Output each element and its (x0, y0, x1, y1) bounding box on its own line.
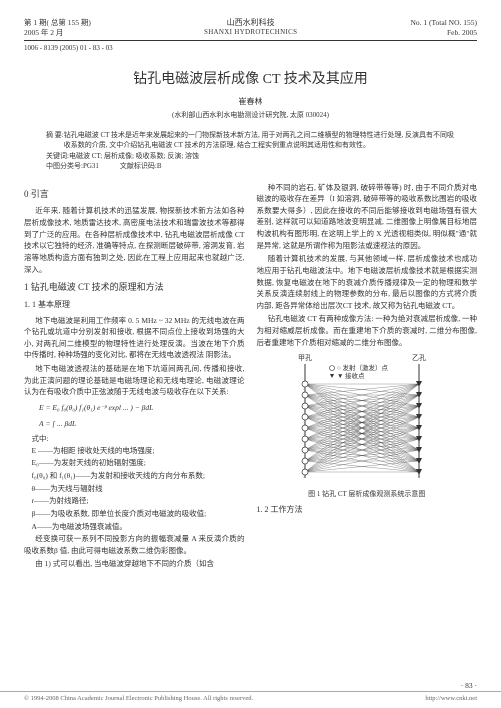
figure-1-caption: 图 1 钻孔 CT 层析成像观测系统示意图 (257, 489, 478, 500)
page-header: 第 1 期( 总第 155 期) 2005 年 2 月 山西水利科技 SHANX… (24, 18, 477, 41)
keywords-text: 电磁波 CT; 层析成像; 吸收系数; 反演; 溶蚀 (69, 151, 199, 162)
journal-en: SHANXI HYDROTECHNICS (204, 28, 297, 37)
abstract-text: 钻孔电磁波 CT 技术是近年来发展起来的一门物探新技术新方法, 用于对两孔之间二… (64, 130, 455, 151)
article-title: 钻孔电磁波层析成像 CT 技术及其应用 (24, 68, 477, 88)
section-1-2-heading: 1. 2 工作方法 (257, 504, 478, 516)
s1-p3: 经变换可获一系列不同投影方向的振幅衰减量 A 来反演介质的吸收系数β 值, 由此… (24, 533, 245, 556)
where-label: 式中: (32, 433, 245, 445)
footer-right: http://www.cnki.net (425, 695, 477, 702)
date-en: Feb. 2005 (410, 28, 477, 38)
footer-left: © 1994-2008 China Academic Journal Elect… (24, 695, 253, 702)
svg-text:○ 发射（激发）点: ○ 发射（激发）点 (337, 363, 389, 372)
affiliation: (水利部山西水利水电勘测设计研究院, 太原 030024) (24, 110, 477, 120)
clc-val: PG31 (83, 161, 99, 172)
where-block: 式中: E ——为相距 接收处天线的电场强度; E₀——为发射天线的初始辐射强度… (32, 433, 245, 532)
where-e0: E₀——为发射天线的初始辐射强度; (32, 457, 245, 469)
doc-code-label: 文献标识码: (120, 161, 157, 172)
c2-p3: 钻孔电磁波 CT 有两种成像方法: 一种为绝对衰减层析成像, 一种为相对缩威层析… (257, 313, 478, 348)
date-cn: 2005 年 2 月 (24, 28, 91, 38)
where-a: A——为电磁波场强衰减值。 (32, 521, 245, 533)
where-theta: θ——为天线与辐射线 (32, 483, 245, 495)
column-left: 0 引言 近年来, 随着计算机技术的迅猛发展, 物探新技术新方法如各种层析成像技… (24, 182, 245, 573)
where-e: E ——为相距 接收处天线的电场强度; (32, 445, 245, 457)
c2-p2: 随着计算机技术的发展, 与其他领域一样, 层析成像技术也成功地应用于钻孔电磁波法… (257, 253, 478, 311)
body-columns: 0 引言 近年来, 随着计算机技术的迅猛发展, 物探新技术新方法如各种层析成像技… (24, 182, 477, 573)
s1-p2: 地下电磁波透视法的基础是在地下坑道间两孔间, 传播和接收, 为此正演问题的理论基… (24, 363, 245, 398)
c2-p1: 种不同的岩石, 矿体及银洞, 破碎带等等) 时, 由于不同介质对电磁波的吸收存在… (257, 182, 478, 252)
journal-cn: 山西水利科技 (204, 18, 297, 28)
equation-1: E = E₀ f₀(θ₀) f₁(θ₁) e⁻ᵝ expl ... ) − βd… (39, 402, 245, 414)
equation-2: A = [ ... βdL (39, 418, 245, 430)
doc-code-val: B (157, 161, 162, 172)
svg-text:▼ 接收点: ▼ 接收点 (337, 371, 365, 380)
issue-cn: 第 1 期( 总第 155 期) (24, 18, 91, 28)
s1-p1: 地下电磁波是利用工作频率 0. 5 MHz ~ 32 MHz 的无线电波在两个钻… (24, 315, 245, 362)
section-1-1-heading: 1. 1 基本原理 (24, 299, 245, 311)
ray-diagram: 甲孔 乙孔 ○ 发射（激发）点▼ 接收点 (257, 352, 467, 487)
column-right: 种不同的岩石, 矿体及银洞, 破碎带等等) 时, 由于不同介质对电磁波的吸收存在… (257, 182, 478, 573)
svg-text:甲孔: 甲孔 (298, 354, 312, 362)
where-f: f₀(θ₀) 和 f₁(θ₁)——为发射和接收天线的方向分布系数; (32, 470, 245, 482)
section-1-heading: 1 钻孔电磁波 CT 技术的原理和方法 (24, 281, 245, 295)
header-left: 第 1 期( 总第 155 期) 2005 年 2 月 (24, 18, 91, 38)
page-number: · 83 · (461, 681, 477, 690)
clc-label: 中图分类号: (46, 161, 83, 172)
header-right: No. 1 (Total NO. 155) Feb. 2005 (410, 18, 477, 38)
abstract-block: 摘 要: 钻孔电磁波 CT 技术是近年来发展起来的一门物探新技术新方法, 用于对… (46, 130, 455, 172)
section-0-heading: 0 引言 (24, 188, 245, 202)
article-id: 1006 - 8139 (2005) 01 - 83 - 03 (24, 44, 477, 52)
header-center: 山西水利科技 SHANXI HYDROTECHNICS (204, 18, 297, 37)
s0-p1: 近年来, 随着计算机技术的迅猛发展, 物探新技术新方法如各种层析成像技术, 地质… (24, 205, 245, 275)
page-footer: © 1994-2008 China Academic Journal Elect… (0, 691, 501, 702)
svg-text:乙孔: 乙孔 (412, 354, 426, 362)
where-r: r——为射线路径; (32, 495, 245, 507)
where-beta: β——为吸收系数, 即单位长度介质对电磁波的吸收值; (32, 508, 245, 520)
keywords-label: 关键词: (46, 151, 69, 162)
issue-en: No. 1 (Total NO. 155) (410, 18, 477, 28)
figure-1: 甲孔 乙孔 ○ 发射（激发）点▼ 接收点 图 1 钻孔 CT 层析成像观测系统示意图 (257, 352, 478, 500)
abstract-label: 摘 要: (46, 130, 64, 151)
s1-p4: 由 1) 式可以看出, 当电磁波穿越地下不同的介质（如含 (24, 558, 245, 570)
author: 崔春林 (24, 96, 477, 107)
